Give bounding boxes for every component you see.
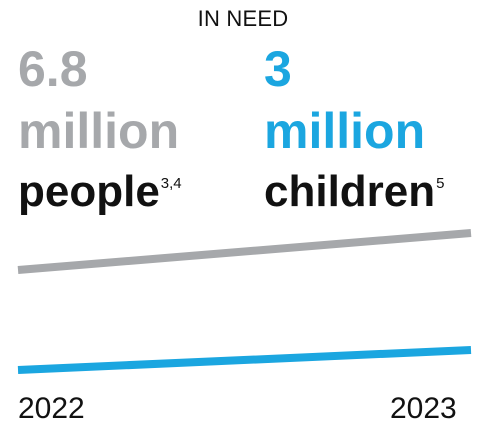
children-unit: million xyxy=(264,103,426,159)
x-tick-label-2022: 2022 xyxy=(18,392,85,425)
children-label: children5 xyxy=(264,170,445,214)
children-number: 3 xyxy=(264,41,292,97)
people-number: 6.8 xyxy=(18,41,88,97)
people-footnote: 3,4 xyxy=(160,175,182,192)
people-label: people3,4 xyxy=(18,170,182,214)
series-line-children xyxy=(17,346,472,374)
children-label-text: children xyxy=(264,167,436,216)
people-unit: million xyxy=(18,103,180,159)
children-footnote: 5 xyxy=(436,175,445,192)
chart-title: IN NEED xyxy=(197,6,289,31)
people-label-text: people xyxy=(18,167,160,216)
x-tick-label-2023: 2023 xyxy=(390,392,457,425)
series-line-people xyxy=(17,229,472,274)
